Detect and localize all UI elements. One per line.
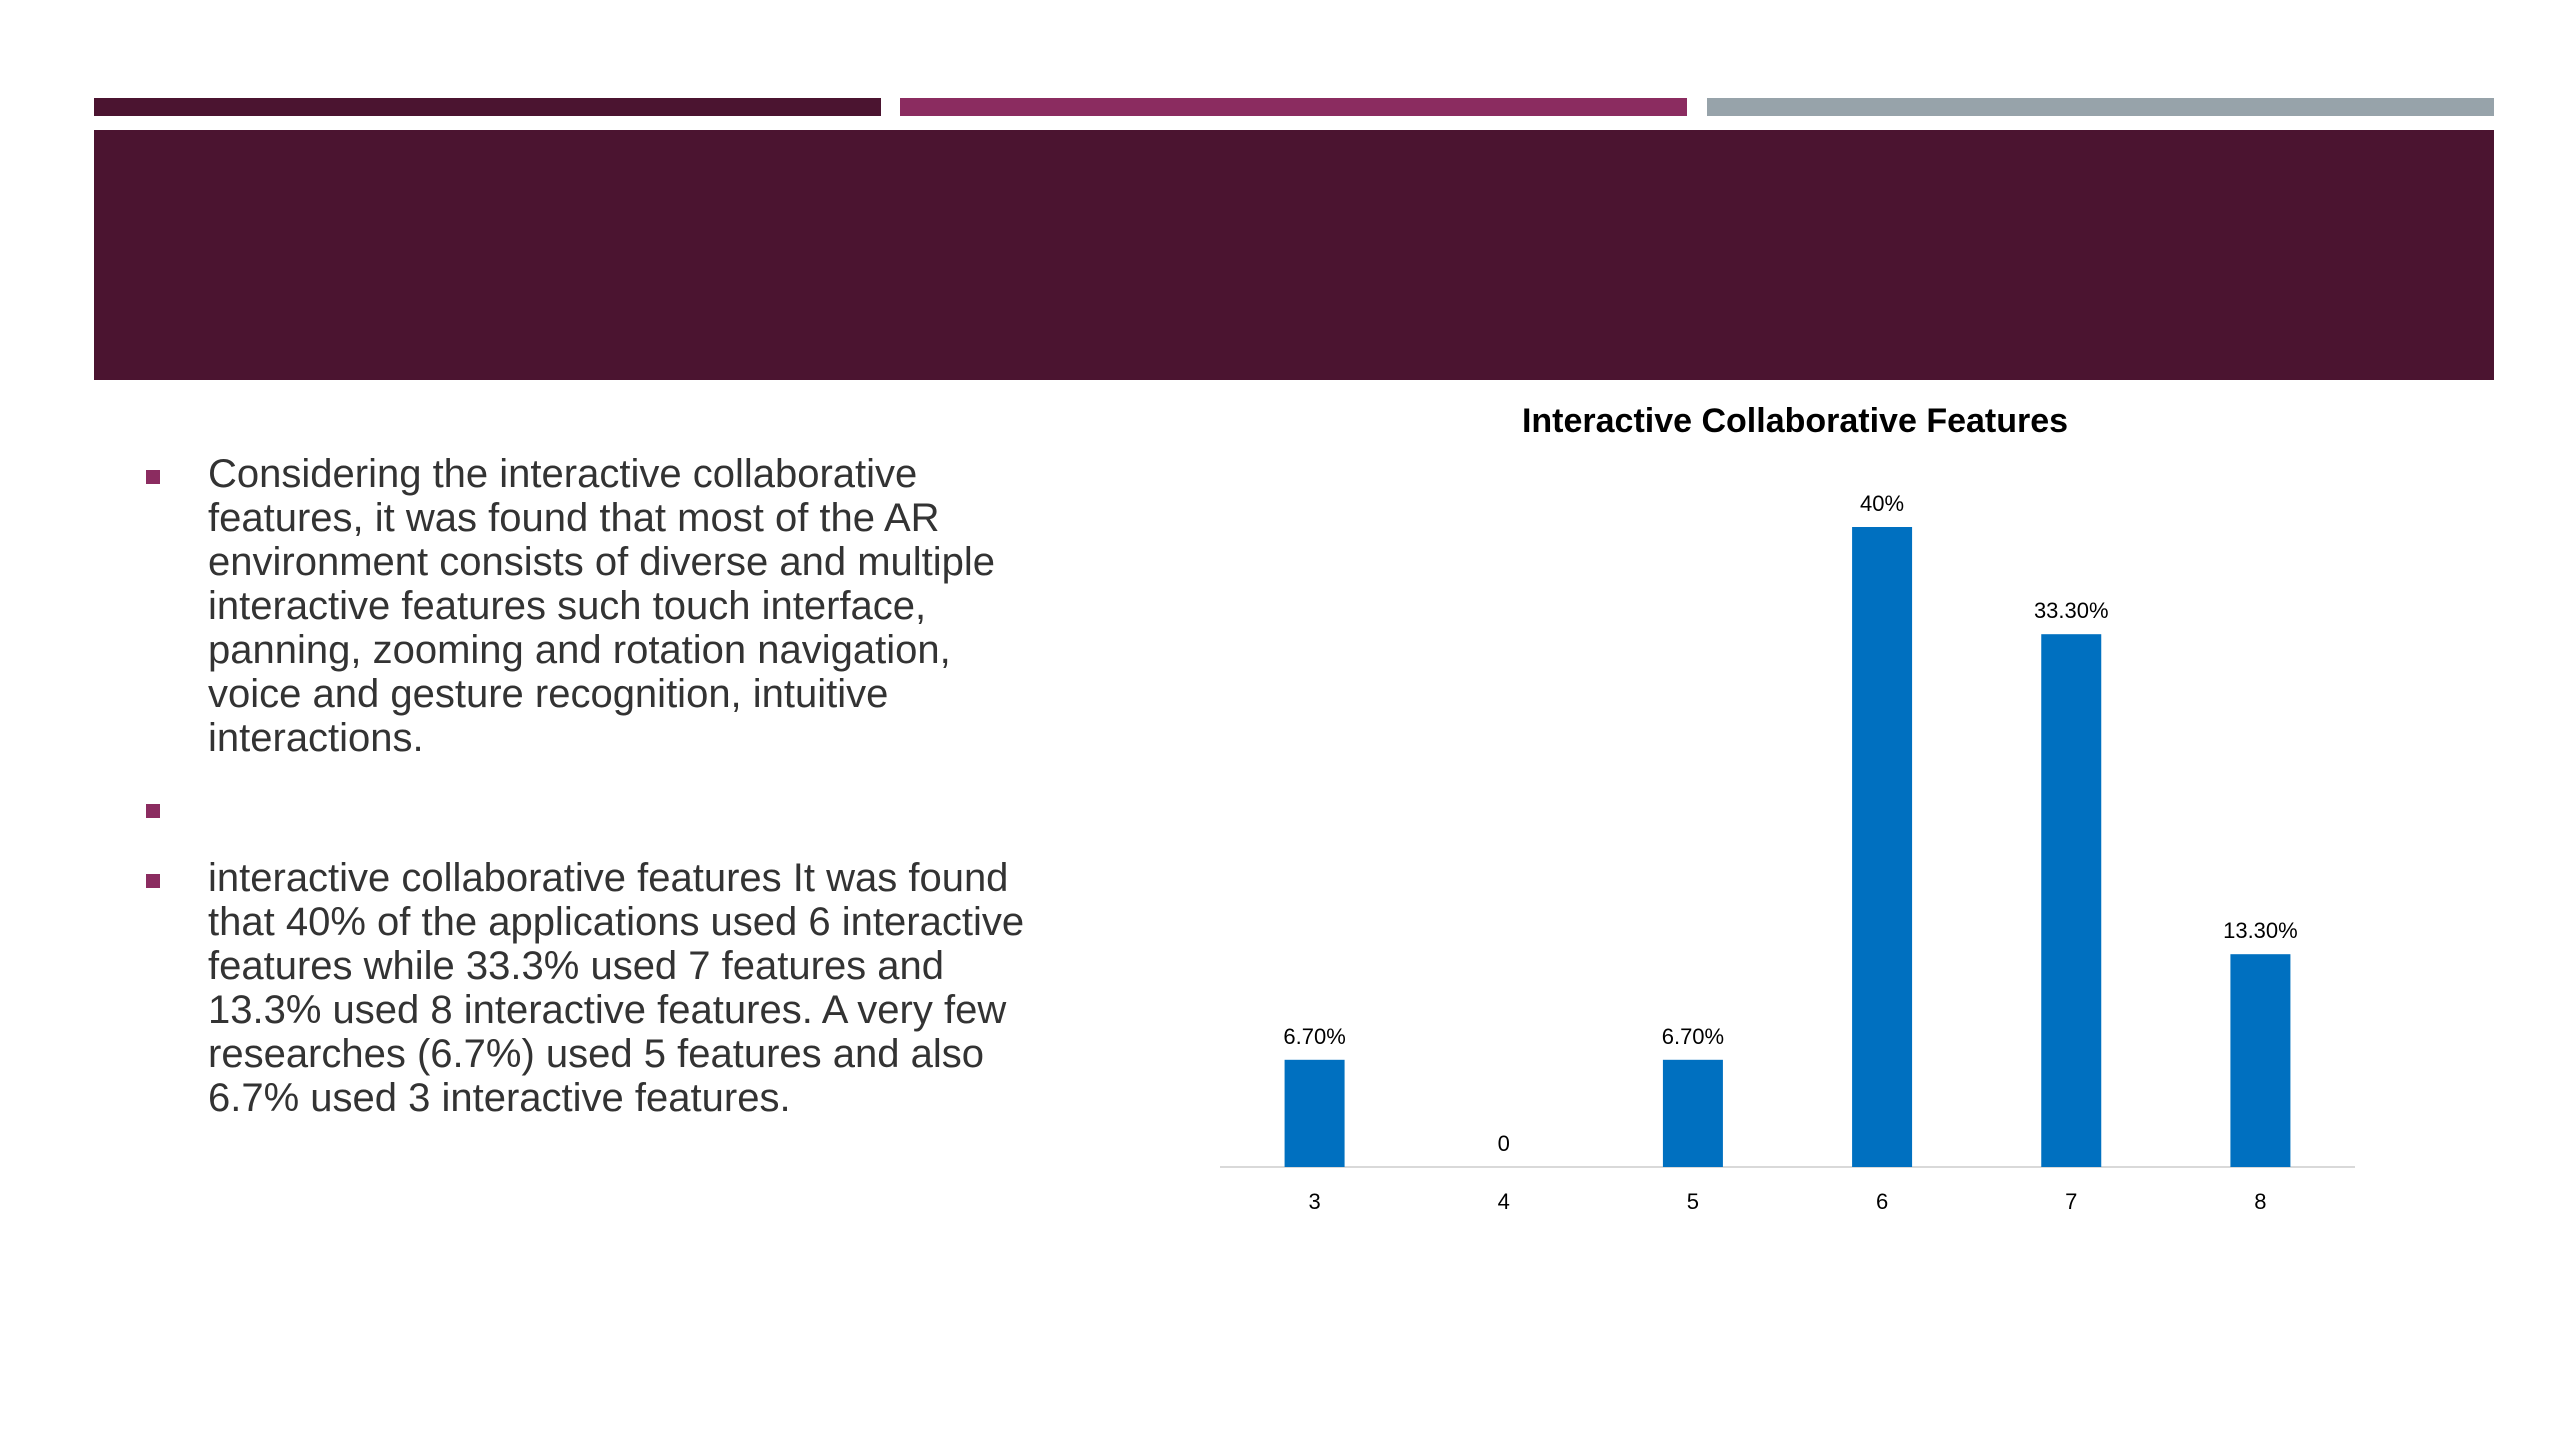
- x-tick-label-7: 7: [2065, 1189, 2077, 1214]
- chart-title: Interactive Collaborative Features: [1521, 402, 2069, 440]
- square-bullet-icon: [146, 470, 160, 484]
- bar-3: [1284, 1059, 1345, 1167]
- x-tick-label-8: 8: [2254, 1189, 2266, 1214]
- accent-stripe-dark: [94, 98, 881, 116]
- bullet-item-empty: [140, 786, 1040, 830]
- bar-8: [2230, 954, 2291, 1167]
- x-tick-label-3: 3: [1308, 1189, 1320, 1214]
- bar-6: [1852, 527, 1913, 1167]
- data-label-5: 6.70%: [1662, 1024, 1724, 1049]
- bullet-text: interactive collaborative features It wa…: [208, 856, 1025, 1120]
- bar-5: [1662, 1059, 1723, 1167]
- accent-stripe-magenta: [900, 98, 1687, 116]
- bar-chart: 6.70% 3 0 4 6.70% 5 40% 6 33.30% 7 13.30% 8: [1220, 491, 2355, 1214]
- x-tick-label-5: 5: [1687, 1189, 1699, 1214]
- accent-stripe-gray: [1707, 98, 2494, 116]
- data-label-3: 6.70%: [1283, 1024, 1345, 1049]
- bar-7: [2041, 634, 2102, 1167]
- x-tick-label-4: 4: [1498, 1189, 1510, 1214]
- data-label-8: 13.30%: [2223, 918, 2298, 943]
- bullet-text: Considering the interactive collaborativ…: [208, 452, 996, 760]
- slide-title-bar: [94, 130, 2494, 380]
- square-bullet-icon: [146, 804, 160, 818]
- data-label-7: 33.30%: [2034, 598, 2109, 623]
- bullet-list: Considering the interactive collaborativ…: [140, 452, 1040, 1146]
- x-tick-label-6: 6: [1876, 1189, 1888, 1214]
- square-bullet-icon: [146, 874, 160, 888]
- bullet-item: Considering the interactive collaborativ…: [140, 452, 1040, 760]
- data-label-6: 40%: [1860, 491, 1904, 516]
- bullet-item: interactive collaborative features It wa…: [140, 856, 1040, 1120]
- data-label-4: 0: [1498, 1131, 1510, 1156]
